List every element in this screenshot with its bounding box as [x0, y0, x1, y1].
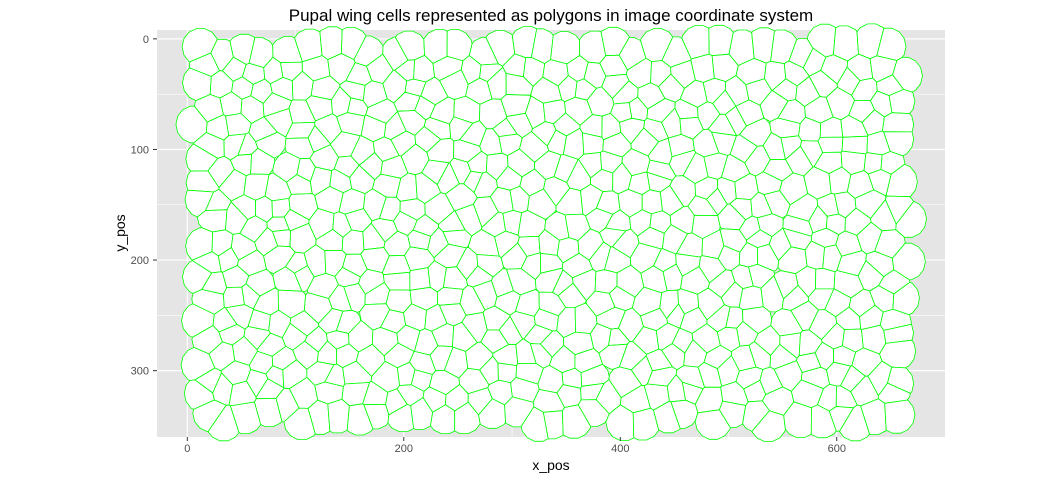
x-axis-title: x_pos [532, 457, 569, 473]
cell-polygon [832, 25, 859, 62]
cell-polygon [605, 404, 635, 441]
cell-polygon [577, 399, 610, 428]
cell-polygon [783, 401, 812, 438]
chart-title: Pupal wing cells represented as polygons… [289, 6, 813, 25]
cell-polygon [293, 265, 315, 293]
cell-polygon [409, 267, 431, 291]
cell-polygon [887, 366, 915, 394]
cell-polygon [520, 406, 549, 442]
cell-polygon [327, 398, 350, 434]
cell-polygon [876, 27, 907, 61]
cell-polygon [888, 88, 916, 115]
y-tick-label: 0 [143, 34, 149, 46]
x-tick-label: 0 [184, 443, 190, 455]
cell-polygon [192, 399, 227, 433]
cell-polygon [892, 56, 923, 93]
cell-polygon [641, 189, 663, 215]
cell-polygon [892, 281, 920, 316]
x-tick-label: 200 [395, 443, 413, 455]
cell-polygon [839, 404, 870, 442]
cell-polygon [363, 404, 390, 430]
cell-polygon [694, 409, 731, 440]
cell-polygon [891, 242, 926, 281]
cell-polygon [885, 163, 918, 198]
cell-polygon [504, 396, 535, 428]
cell-polygon [878, 339, 917, 369]
cell-polygon [817, 136, 844, 153]
cell-polygon [430, 404, 456, 435]
cell-polygon [815, 267, 836, 290]
cell-polygon [632, 407, 660, 441]
y-axis-title: y_pos [112, 214, 128, 251]
cell-polygon [561, 404, 592, 439]
x-tick-label: 400 [611, 443, 629, 455]
cell-polygon [283, 407, 316, 441]
axis-ticks: 0 200 400 600 0 100 200 300 [131, 34, 846, 455]
cell-polygon [810, 404, 837, 439]
cell-polygon [335, 309, 362, 334]
cell-polygon [436, 286, 464, 306]
cell-polygon [882, 112, 915, 133]
y-tick-label: 300 [131, 366, 149, 378]
cell-polygon [229, 401, 262, 435]
cell-polygon [751, 410, 786, 442]
cell-polygon [860, 398, 887, 435]
x-tick-label: 600 [828, 443, 846, 455]
cell-polygon [478, 398, 507, 429]
cell-polygon [742, 400, 771, 432]
cell-polygon [254, 397, 283, 428]
cell-polygon [756, 243, 779, 272]
cell-polygon [307, 399, 331, 435]
cell-polygon [346, 403, 374, 436]
cell-polygon [670, 399, 699, 429]
cell-polygon [454, 401, 481, 435]
cell-polygon [884, 399, 916, 434]
cell-polygons [175, 23, 927, 442]
cell-polygon [387, 403, 415, 433]
cell-polygon [207, 404, 240, 442]
cell-polygon [880, 151, 906, 175]
cell-polygon [410, 397, 434, 430]
y-tick-label: 200 [131, 255, 149, 267]
cell-polygon [738, 285, 764, 311]
y-tick-label: 100 [131, 144, 149, 156]
